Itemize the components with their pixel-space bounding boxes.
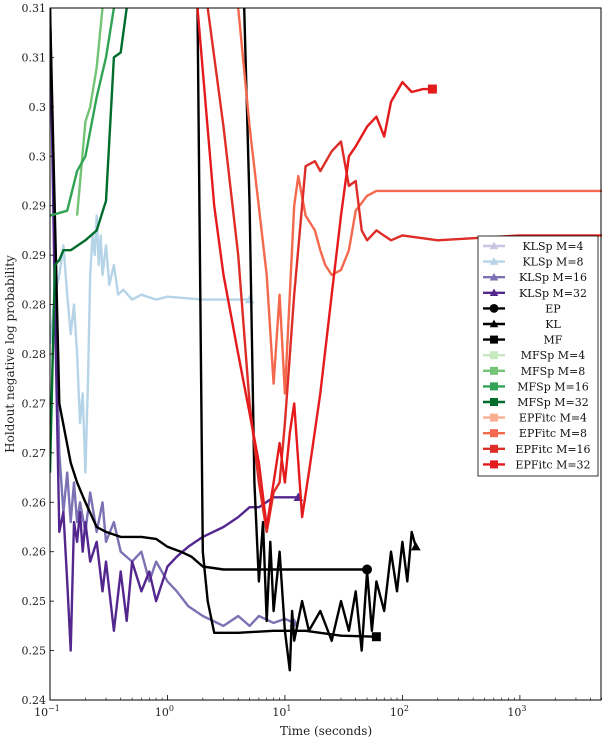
series-line-13 — [206, 8, 602, 534]
legend-label-4: EP — [545, 302, 561, 315]
legend-label-1: KLSp M=8 — [522, 256, 583, 269]
x-tick-label: 10−1 — [34, 704, 60, 719]
legend-label-8: MFSp M=8 — [521, 365, 585, 378]
series-line-5 — [243, 8, 417, 672]
legend-marker-5 — [489, 319, 499, 328]
y-tick-label: 0.26 — [22, 546, 47, 559]
legend-marker-6 — [490, 335, 498, 344]
x-tick-label: 102 — [390, 704, 409, 719]
legend-label-13: EPFitc M=16 — [515, 443, 590, 456]
legend-marker-13 — [490, 444, 498, 453]
y-tick-label: 0.3 — [29, 150, 47, 163]
y-tick-label: 0.25 — [22, 595, 47, 608]
legend-label-3: KLSp M=32 — [519, 287, 587, 300]
legend-label-7: MFSp M=4 — [521, 349, 585, 362]
series-line-3 — [50, 8, 299, 652]
x-tick-label: 103 — [507, 704, 526, 719]
legend-label-0: KLSp M=4 — [522, 240, 583, 253]
legend-marker-7 — [490, 351, 498, 360]
series-line-9 — [50, 8, 116, 217]
y-tick-label: 0.31 — [22, 2, 47, 15]
y-tick-label: 0.3 — [29, 101, 47, 114]
legend-marker-9 — [490, 382, 498, 391]
y-tick-label: 0.27 — [22, 397, 47, 410]
legend-label-6: MF — [544, 334, 563, 347]
legend-label-2: KLSp M=16 — [519, 271, 587, 284]
legend-label-5: KL — [545, 318, 561, 331]
series-end-marker-4 — [362, 564, 373, 575]
legend-label-12: EPFitc M=8 — [519, 427, 587, 440]
series-line-2 — [50, 8, 295, 628]
y-tick-label: 0.29 — [22, 200, 47, 213]
y-tick-label: 0.25 — [22, 645, 47, 658]
legend-label-9: MFSp M=16 — [517, 380, 588, 393]
y-tick-label: 0.24 — [22, 694, 47, 707]
series-end-marker-6 — [371, 632, 381, 642]
x-axis-label: Time (seconds) — [280, 724, 372, 738]
legend-label-10: MFSp M=32 — [517, 396, 588, 409]
series-end-marker-5 — [410, 541, 421, 551]
series-end-marker-14 — [427, 84, 437, 94]
legend-marker-10 — [490, 398, 498, 406]
y-tick-label: 0.31 — [22, 51, 47, 64]
legend-marker-3 — [489, 288, 499, 297]
legend-marker-8 — [490, 366, 498, 375]
axis-ticks: 0.24 0.25 0.25 0.26 0.26 0.27 0.27 0.28 0.28 0.29… — [22, 2, 602, 719]
legend-marker-4 — [489, 304, 499, 313]
x-tick-label: 101 — [272, 704, 291, 719]
series-line-6 — [196, 8, 377, 638]
y-tick-label: 0.27 — [22, 447, 47, 460]
legend-marker-14 — [490, 460, 498, 469]
series-line-1 — [50, 214, 250, 474]
y-tick-label: 0.28 — [22, 348, 47, 361]
legend-marker-12 — [490, 429, 498, 438]
legend: KLSp M=4 KLSp M=8 KLSp M=16 KLSp M=32 EP KL MF… — [477, 235, 599, 477]
series-line-4 — [50, 8, 368, 571]
series-line-12 — [237, 8, 602, 395]
legend-marker-1 — [489, 257, 499, 265]
y-tick-label: 0.28 — [22, 299, 47, 312]
series-layer — [50, 8, 602, 672]
legend-marker-2 — [489, 272, 499, 281]
y-axis-label: Holdout negative log probability — [3, 255, 17, 453]
y-tick-label: 0.29 — [22, 249, 47, 262]
legend-marker-0 — [489, 241, 499, 250]
legend-marker-11 — [490, 413, 498, 422]
y-tick-label: 0.26 — [22, 496, 47, 509]
series-line-10 — [50, 8, 128, 473]
series-line-8 — [75, 8, 104, 216]
series-line-14 — [196, 8, 433, 529]
x-tick-label: 100 — [155, 704, 174, 719]
legend-label-14: EPFitc M=32 — [515, 458, 590, 471]
legend-label-11: EPFitc M=4 — [519, 412, 587, 425]
